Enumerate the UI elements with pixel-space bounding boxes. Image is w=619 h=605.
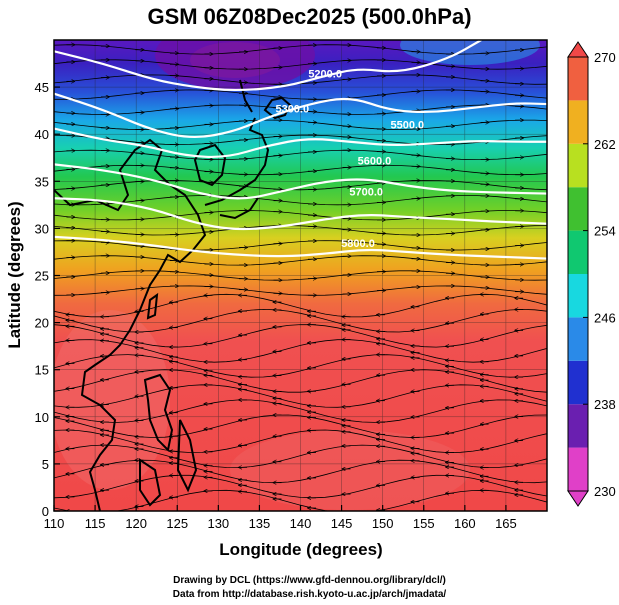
colorbar-tick-label: 262: [594, 137, 616, 152]
colorbar-segment: [568, 404, 588, 448]
colorbar-max-triangle: [567, 41, 589, 58]
contour-label: 5600.0: [358, 155, 392, 167]
colorbar-tick-label: 238: [594, 397, 616, 412]
x-tick-label: 110: [44, 516, 65, 531]
y-tick-label: 15: [35, 363, 49, 378]
colorbar-segment: [568, 360, 588, 405]
figure-title: GSM 06Z08Dec2025 (500.0hPa): [147, 4, 472, 29]
contour-line: [54, 92, 547, 139]
y-tick-label: 45: [35, 80, 49, 95]
colorbar-segment: [568, 100, 588, 144]
colorbar-segment: [568, 317, 588, 361]
colorbar-frame: [567, 56, 589, 492]
colorbar-segment: [568, 230, 588, 274]
colorbar-tick-label: 230: [594, 484, 616, 499]
contour-line: [54, 197, 547, 231]
y-tick-label: 40: [35, 127, 49, 142]
y-tick-label: 5: [42, 457, 49, 472]
colorbar-segment: [568, 447, 588, 491]
x-tick-label: 115: [85, 516, 106, 531]
colorbar-tick-label: 254: [594, 224, 616, 239]
contour-label: 5700.0: [349, 186, 383, 198]
credit-data-source: Data from http://database.rish.kyoto-u.a…: [172, 589, 447, 600]
x-tick-label: 125: [166, 516, 188, 531]
wind-streamlines: [54, 45, 547, 511]
height-contours: [54, 40, 547, 260]
x-tick-label: 155: [413, 516, 435, 531]
contour-label: 5800.0: [341, 238, 375, 250]
colorbar-segment: [568, 274, 588, 318]
graticule: [54, 40, 547, 511]
credit-dcl: Drawing by DCL (https://www.gfd-dennou.o…: [173, 575, 446, 586]
colorbar-segment: [568, 187, 588, 231]
contour-label: 5300.0: [275, 104, 309, 116]
colorbar: 230 238 246 254 262 270: [567, 41, 616, 507]
colorbar-tick-label: 270: [594, 50, 616, 65]
y-tick-label: 35: [35, 174, 49, 189]
colorbar-segment: [568, 143, 588, 188]
contour-line: [54, 235, 547, 260]
y-tick-label: 30: [35, 221, 49, 236]
y-axis-ticks: 0 5 10 15 20 25 30 35 40 45: [35, 80, 60, 519]
y-tick-label: 20: [35, 316, 49, 331]
y-tick-label: 0: [42, 504, 49, 519]
contour-line: [54, 163, 547, 200]
y-tick-label: 10: [35, 410, 49, 425]
colorbar-segment: [568, 57, 588, 101]
contour-line: [54, 40, 482, 92]
contour-labels: 5200.0 5300.0 5500.0 5600.0 5700.0 5800.0: [275, 69, 424, 251]
x-tick-label: 150: [372, 516, 394, 531]
contour-line: [54, 127, 547, 159]
x-tick-label: 130: [207, 516, 229, 531]
x-tick-label: 140: [290, 516, 312, 531]
y-tick-label: 25: [35, 269, 49, 284]
x-tick-label: 120: [125, 516, 147, 531]
colorbar-tick-label: 246: [594, 310, 616, 325]
colorbar-min-triangle: [567, 490, 589, 507]
x-axis-label: Longitude (degrees): [219, 540, 382, 559]
contour-label: 5500.0: [390, 120, 424, 132]
x-tick-label: 145: [331, 516, 353, 531]
coastlines: [54, 79, 292, 511]
y-axis-label: Latitude (degrees): [5, 201, 24, 348]
x-axis-ticks: 110 115 120 125 130 135 140 145 150 155 160 165: [44, 505, 517, 531]
x-tick-label: 165: [495, 516, 517, 531]
x-tick-label: 160: [454, 516, 476, 531]
contour-label: 5200.0: [308, 69, 342, 81]
x-tick-label: 135: [249, 516, 271, 531]
